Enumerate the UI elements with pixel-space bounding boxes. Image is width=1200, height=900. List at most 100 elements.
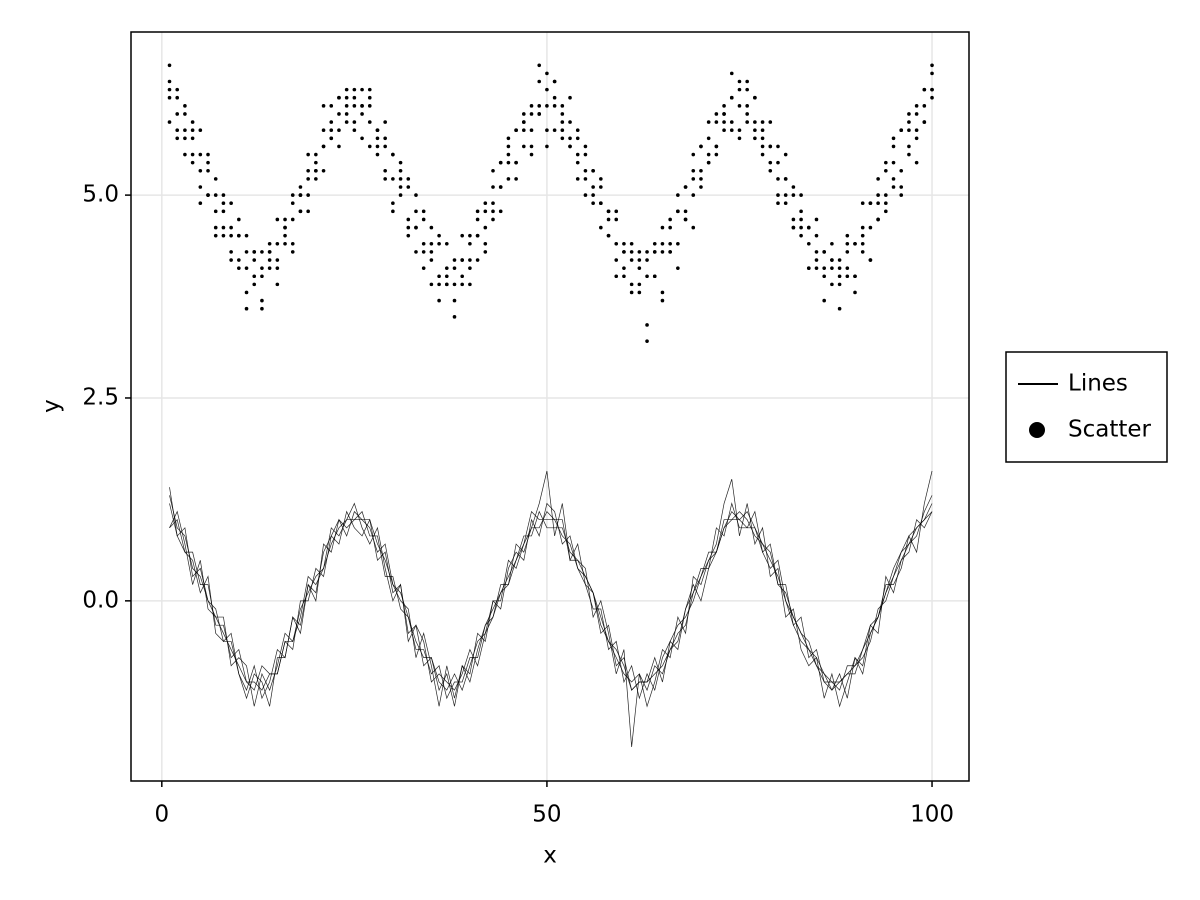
scatter-point: [537, 104, 542, 108]
scatter-point: [676, 241, 680, 246]
scatter-point: [429, 225, 434, 230]
scatter-point: [283, 225, 287, 230]
scatter-point: [845, 274, 850, 279]
scatter-point: [229, 258, 233, 262]
line-run: [169, 502, 933, 707]
scatter-point: [699, 168, 703, 173]
scatter-point: [891, 160, 896, 165]
scatter-point: [629, 282, 634, 287]
scatter-point: [629, 290, 634, 295]
scatter-point: [622, 250, 626, 254]
scatter-point: [575, 152, 580, 157]
scatter-point: [298, 209, 303, 214]
scatter-point: [206, 160, 210, 165]
scatter-point: [337, 128, 341, 132]
scatter-point: [306, 193, 310, 197]
scatter-point: [491, 168, 495, 173]
scatter-point: [244, 250, 249, 254]
scatter-point: [568, 144, 572, 149]
scatter-point: [914, 136, 919, 141]
scatter-point: [367, 95, 372, 100]
scatter-point: [468, 258, 472, 262]
scatter-point: [583, 177, 588, 181]
scatter-point: [491, 185, 495, 189]
scatter-point: [314, 160, 318, 165]
scatter-point: [830, 282, 834, 287]
scatter-point: [799, 233, 803, 238]
scatter-point: [283, 241, 287, 246]
scatter-point: [267, 258, 272, 262]
plot-frame: [130, 31, 970, 782]
scatter-point: [637, 290, 642, 295]
scatter-point: [922, 87, 927, 92]
scatter-point: [799, 225, 803, 230]
scatter-point: [352, 104, 357, 108]
scatter-point: [799, 193, 803, 197]
scatter-point: [406, 225, 411, 230]
scatter-point: [529, 128, 534, 132]
scatter-point: [252, 274, 257, 279]
scatter-point: [853, 274, 857, 279]
scatter-point: [290, 193, 295, 197]
scatter-point: [660, 241, 665, 246]
scatter-point: [290, 241, 295, 246]
scatter-point: [783, 193, 788, 197]
scatter-point: [745, 120, 749, 124]
scatter-point: [891, 177, 896, 181]
legend-box: [1005, 351, 1168, 463]
scatter-point: [645, 274, 649, 279]
scatter-point: [806, 241, 811, 246]
scatter-point: [922, 104, 927, 108]
scatter-point: [221, 233, 226, 238]
scatter-point: [783, 152, 788, 157]
scatter-point: [522, 144, 526, 149]
scatter-point: [183, 112, 187, 116]
scatter-point: [360, 104, 364, 108]
scatter-point: [668, 250, 672, 254]
scatter-point: [244, 266, 249, 270]
scatter-point: [822, 266, 826, 270]
scatter-point: [468, 241, 472, 246]
scatter-point: [198, 185, 203, 189]
scatter-point: [714, 120, 719, 124]
scatter-point: [599, 185, 603, 189]
scatter-point: [575, 160, 580, 165]
scatter-point: [722, 128, 726, 132]
scatter-point: [314, 168, 318, 173]
scatter-point: [260, 250, 264, 254]
scatter-point: [591, 193, 595, 197]
scatter-point: [306, 168, 310, 173]
scatter-point: [791, 217, 796, 222]
scatter-point: [606, 209, 611, 214]
scatter-point: [884, 209, 888, 214]
scatter-point: [213, 233, 218, 238]
scatter-point: [575, 128, 580, 132]
scatter-point: [545, 104, 549, 108]
scatter-point: [460, 233, 464, 238]
scatter-point: [175, 95, 180, 100]
scatter-point: [760, 120, 765, 124]
scatter-point: [522, 128, 526, 132]
scatter-point: [907, 120, 911, 124]
scatter-point: [221, 209, 226, 214]
scatter-point: [213, 225, 218, 230]
scatter-point: [891, 185, 896, 189]
scatter-point: [568, 120, 572, 124]
scatter-point: [884, 193, 888, 197]
scatter-point: [683, 217, 688, 222]
scatter-point: [737, 79, 742, 84]
scatter-point: [314, 177, 318, 181]
scatter-point: [568, 136, 572, 141]
scatter-point: [344, 104, 349, 108]
scatter-point: [391, 152, 395, 157]
scatter-point: [306, 177, 310, 181]
scatter-point: [691, 177, 696, 181]
scatter-point: [837, 274, 842, 279]
scatter-point: [221, 225, 226, 230]
scatter-point: [329, 128, 334, 132]
scatter-point: [575, 136, 580, 141]
scatter-point: [398, 193, 403, 197]
scatter-point: [860, 225, 865, 230]
scatter-point: [452, 266, 457, 270]
